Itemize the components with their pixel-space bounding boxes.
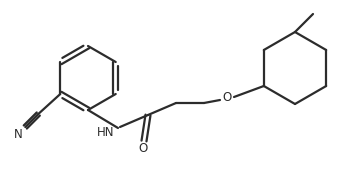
Text: O: O — [223, 90, 232, 103]
Text: O: O — [138, 142, 148, 156]
Text: HN: HN — [97, 125, 115, 139]
Text: N: N — [14, 127, 23, 140]
